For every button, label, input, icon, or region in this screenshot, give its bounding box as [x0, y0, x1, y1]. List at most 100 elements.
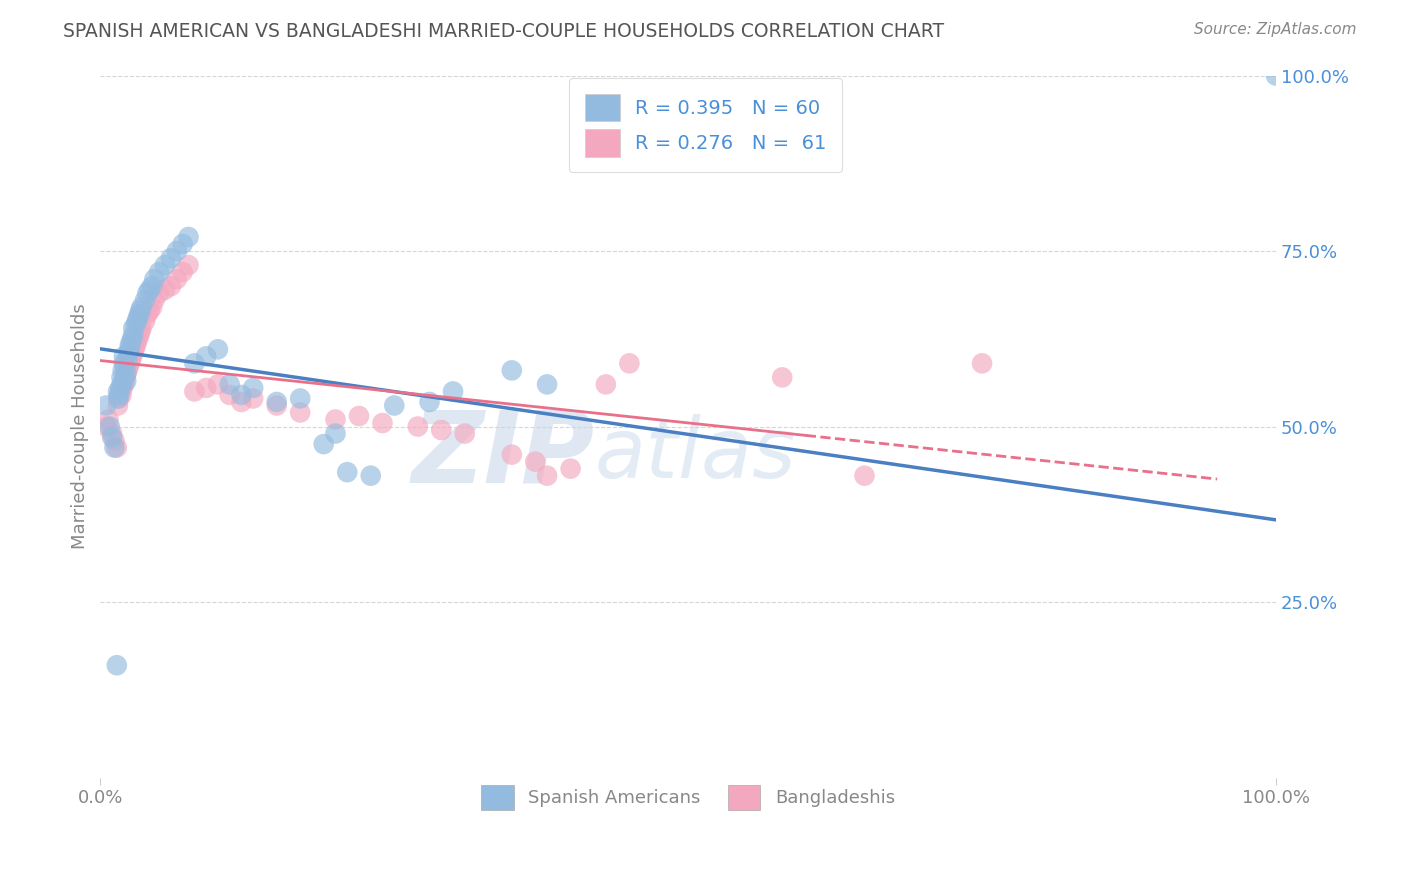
Point [218, 388, 240, 402]
Point [207, 377, 229, 392]
Point [141, 279, 163, 293]
Point [120, 352, 142, 367]
Point [121, 349, 143, 363]
Point [127, 310, 149, 325]
Point [107, 392, 129, 406]
Point [143, 272, 166, 286]
Point [110, 381, 132, 395]
Point [96, 399, 118, 413]
Point [110, 377, 132, 392]
Point [290, 405, 312, 419]
Point [242, 381, 264, 395]
Point [136, 307, 159, 321]
Point [325, 412, 347, 426]
Point [153, 283, 176, 297]
Point [112, 349, 135, 363]
Point [536, 377, 558, 392]
Point [242, 392, 264, 406]
Point [406, 419, 429, 434]
Point [134, 314, 156, 328]
Point [177, 258, 200, 272]
Point [107, 399, 129, 413]
Point [853, 468, 876, 483]
Point [112, 356, 135, 370]
Point [128, 307, 150, 321]
Point [347, 409, 370, 423]
Point [117, 352, 139, 367]
Point [536, 468, 558, 483]
Point [118, 343, 141, 357]
Text: ZIP: ZIP [411, 406, 595, 503]
Point [98, 419, 121, 434]
Point [97, 412, 120, 426]
Point [441, 384, 464, 399]
Point [122, 346, 145, 360]
Point [129, 325, 152, 339]
Point [134, 293, 156, 308]
Point [371, 416, 394, 430]
Point [501, 363, 523, 377]
Point [125, 335, 148, 350]
Point [501, 448, 523, 462]
Point [172, 237, 194, 252]
Point [619, 356, 641, 370]
Point [195, 349, 218, 363]
Point [118, 356, 141, 370]
Point [117, 346, 139, 360]
Point [231, 395, 253, 409]
Point [454, 426, 477, 441]
Point [290, 392, 312, 406]
Point [266, 399, 288, 413]
Point [231, 388, 253, 402]
Point [183, 356, 205, 370]
Point [218, 377, 240, 392]
Point [382, 399, 405, 413]
Point [266, 395, 288, 409]
Point [177, 230, 200, 244]
Point [138, 283, 160, 297]
Point [122, 328, 145, 343]
Point [124, 343, 146, 357]
Point [160, 279, 183, 293]
Point [153, 258, 176, 272]
Point [124, 339, 146, 353]
Point [108, 392, 131, 406]
Point [524, 455, 547, 469]
Text: atlas: atlas [595, 414, 796, 495]
Point [118, 339, 141, 353]
Point [110, 384, 132, 399]
Point [105, 441, 128, 455]
Point [114, 370, 136, 384]
Point [101, 430, 124, 444]
Point [111, 363, 134, 377]
Point [131, 300, 153, 314]
Point [103, 434, 125, 448]
Point [105, 658, 128, 673]
Point [770, 370, 793, 384]
Point [172, 265, 194, 279]
Point [143, 293, 166, 308]
Point [136, 286, 159, 301]
Point [110, 370, 132, 384]
Point [129, 303, 152, 318]
Point [114, 359, 136, 374]
Point [122, 321, 145, 335]
Point [970, 356, 993, 370]
Point [148, 265, 170, 279]
Point [595, 377, 617, 392]
Text: Source: ZipAtlas.com: Source: ZipAtlas.com [1194, 22, 1357, 37]
Point [160, 251, 183, 265]
Point [115, 367, 138, 381]
Point [430, 423, 453, 437]
Point [418, 395, 440, 409]
Point [138, 303, 160, 318]
Point [195, 381, 218, 395]
Point [183, 384, 205, 399]
Point [166, 272, 188, 286]
Point [360, 468, 382, 483]
Point [108, 388, 131, 402]
Point [112, 377, 135, 392]
Point [111, 381, 134, 395]
Point [125, 314, 148, 328]
Point [96, 419, 118, 434]
